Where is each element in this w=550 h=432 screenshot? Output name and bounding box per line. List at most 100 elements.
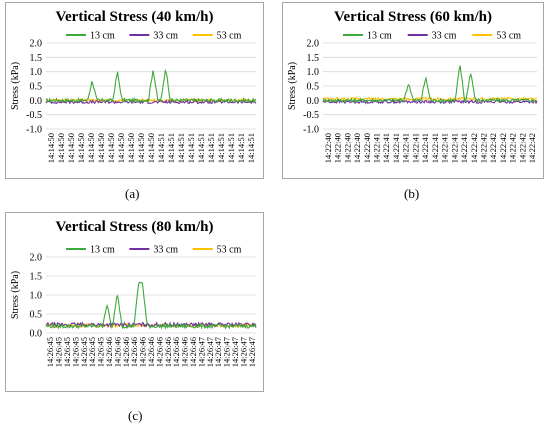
x-tick-label: 14:26:45 xyxy=(70,337,80,367)
x-tick-label: 14:14:51 xyxy=(246,133,256,163)
x-tick-label: 14:22:41 xyxy=(372,133,382,163)
x-tick-label: 14:14:51 xyxy=(206,133,216,163)
y-tick-label: 2.0 xyxy=(30,39,43,50)
x-tick-label: 14:26:45 xyxy=(54,337,64,367)
legend-label: 13 cm xyxy=(90,245,115,256)
x-tick-label: 14:26:45 xyxy=(96,337,106,367)
x-tick-label: 14:22:42 xyxy=(469,133,479,163)
y-tick-label: -1.0 xyxy=(26,125,42,136)
series-line-13-cm xyxy=(45,281,257,330)
caption-b: (b) xyxy=(404,186,420,201)
x-tick-label: 14:22:40 xyxy=(362,133,372,163)
legend-label: 33 cm xyxy=(153,245,178,256)
x-tick-label: 14:14:50 xyxy=(136,133,146,163)
y-tick-label: 2.0 xyxy=(307,39,320,50)
x-tick-label: 14:22:42 xyxy=(508,133,518,163)
legend-label: 53 cm xyxy=(217,245,242,256)
x-tick-label: 14:14:50 xyxy=(126,133,136,163)
x-tick-label: 14:14:51 xyxy=(196,133,206,163)
x-tick-label: 14:22:42 xyxy=(488,133,498,163)
y-tick-label: 0.0 xyxy=(30,96,43,107)
y-tick-label: 1.5 xyxy=(30,272,43,283)
chart-title: Vertical Stress (60 km/h) xyxy=(334,9,492,25)
x-tick-label: 14:14:51 xyxy=(236,133,246,163)
x-tick-label: 14:14:50 xyxy=(106,133,116,163)
x-tick-label: 14:22:41 xyxy=(459,133,469,163)
x-tick-label: 14:22:40 xyxy=(333,133,343,163)
y-tick-label: -0.5 xyxy=(303,110,319,121)
x-tick-label: 14:14:51 xyxy=(186,133,196,163)
x-tick-label: 14:22:41 xyxy=(420,133,430,163)
x-tick-label: 14:22:41 xyxy=(430,133,440,163)
x-tick-label: 14:26:47 xyxy=(247,337,257,367)
x-tick-label: 14:14:51 xyxy=(216,133,226,163)
y-tick-label: 0.5 xyxy=(30,310,43,321)
series-line-33-cm xyxy=(45,99,257,105)
x-tick-label: 14:26:47 xyxy=(238,337,248,367)
chart-title: Vertical Stress (40 km/h) xyxy=(55,9,214,25)
y-tick-label: 2.0 xyxy=(30,253,43,264)
x-tick-label: 14:26:45 xyxy=(87,337,97,367)
chart-svg: -1.0 -0.5 0.0 0.5 1.0 1.5 2.0 Stress (kPa) 14:14… xyxy=(10,31,257,163)
y-tick-label: 0.5 xyxy=(307,82,320,93)
chart-panel-60kmh: Vertical Stress (60 km/h) -1.0 -0.5 0.0 0.5… xyxy=(282,2,544,179)
legend-label: 13 cm xyxy=(367,31,392,42)
x-tick-label: 14:26:46 xyxy=(129,337,139,367)
y-axis-label: Stress (kPa) xyxy=(287,62,298,110)
x-tick-label: 14:26:47 xyxy=(230,337,240,367)
chart-panel-80kmh: Vertical Stress (80 km/h) 0.0 0.5 1.0 1.5 2.… xyxy=(5,212,264,392)
y-tick-label: 0.0 xyxy=(30,329,43,340)
y-tick-label: 1.5 xyxy=(307,53,320,64)
x-tick-label: 14:14:51 xyxy=(156,133,166,163)
x-tick-label: 14:22:41 xyxy=(410,133,420,163)
chart-svg: -1.0 -0.5 0.0 0.5 1.0 1.5 2.0 Stress (kPa) 14:22… xyxy=(287,31,538,163)
y-tick-label: -1.0 xyxy=(303,125,319,136)
x-tick-label: 14:14:50 xyxy=(56,133,66,163)
x-tick-label: 14:26:46 xyxy=(112,337,122,367)
y-tick-label: 1.5 xyxy=(30,53,43,64)
caption-a: (a) xyxy=(125,186,140,201)
x-tick-label: 14:26:46 xyxy=(104,337,114,367)
x-tick-label: 14:26:46 xyxy=(146,337,156,367)
legend-label: 33 cm xyxy=(153,31,178,42)
x-tick-label: 14:22:40 xyxy=(342,133,352,163)
x-tick-label: 14:26:45 xyxy=(62,337,72,367)
legend-label: 53 cm xyxy=(496,31,521,42)
series-line-13-cm xyxy=(45,68,257,104)
x-tick-label: 14:14:50 xyxy=(66,133,76,163)
x-tick-label: 14:26:47 xyxy=(213,337,223,367)
x-tick-label: 14:22:40 xyxy=(323,133,333,163)
series-line-13-cm xyxy=(322,65,538,104)
x-tick-label: 14:14:50 xyxy=(86,133,96,163)
caption-c: (c) xyxy=(128,408,143,423)
x-tick-label: 14:22:41 xyxy=(449,133,459,163)
y-tick-label: 1.0 xyxy=(307,67,320,78)
x-tick-label: 14:14:51 xyxy=(226,133,236,163)
y-axis-label: Stress (kPa) xyxy=(10,62,21,110)
x-tick-label: 14:26:46 xyxy=(138,337,148,367)
y-tick-label: 1.0 xyxy=(30,67,43,78)
chart-title: Vertical Stress (80 km/h) xyxy=(55,219,214,235)
y-axis-label: Stress (kPa) xyxy=(10,271,21,319)
x-tick-label: 14:26:45 xyxy=(45,337,55,367)
x-tick-label: 14:14:50 xyxy=(146,133,156,163)
x-tick-label: 14:22:41 xyxy=(391,133,401,163)
chart-panel-40kmh: Vertical Stress (40 km/h) -1.0 -0.5 0.0 0.5… xyxy=(5,2,264,179)
x-tick-label: 14:22:42 xyxy=(527,133,537,163)
x-tick-label: 14:14:50 xyxy=(116,133,126,163)
x-tick-label: 14:26:45 xyxy=(79,337,89,367)
x-tick-label: 14:22:41 xyxy=(401,133,411,163)
x-tick-label: 14:14:51 xyxy=(166,133,176,163)
x-tick-label: 14:14:50 xyxy=(76,133,86,163)
x-tick-label: 14:14:51 xyxy=(176,133,186,163)
x-tick-label: 14:22:42 xyxy=(479,133,489,163)
x-tick-label: 14:26:46 xyxy=(180,337,190,367)
x-tick-label: 14:26:47 xyxy=(222,337,232,367)
x-tick-label: 14:14:50 xyxy=(46,133,56,163)
x-tick-label: 14:22:41 xyxy=(381,133,391,163)
x-tick-label: 14:26:46 xyxy=(171,337,181,367)
x-tick-label: 14:22:41 xyxy=(440,133,450,163)
legend-label: 13 cm xyxy=(90,31,115,42)
legend-label: 33 cm xyxy=(432,31,457,42)
